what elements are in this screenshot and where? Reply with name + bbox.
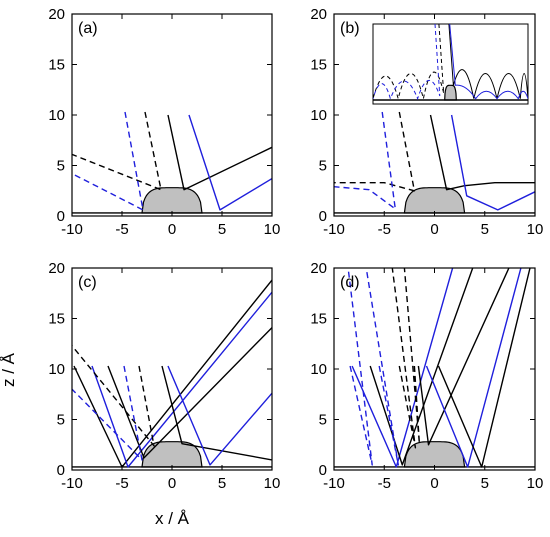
panel-d-trajectory-3 <box>417 268 510 446</box>
panel-c-trajectory-1 <box>73 279 272 468</box>
panel-d: -10 -5 0 5 10 0 5 10 15 20 (d) <box>310 260 543 492</box>
panel-d-x-tick-label: -10 <box>323 475 345 492</box>
panel-d-y-tick-label: 5 <box>319 412 327 429</box>
y-axis-title: z / Å <box>0 352 18 387</box>
panel-a-x-tick-label: 0 <box>168 221 176 238</box>
panel-a-plot-area <box>72 111 272 214</box>
panel-a-x-tick-label: -10 <box>61 221 83 238</box>
panel-d-trajectory-2 <box>369 268 474 466</box>
panel-d-trajectory-9 <box>403 268 421 445</box>
panel-a-x-tick-label: 10 <box>264 221 281 238</box>
panel-c: -10 -5 0 5 10 0 5 10 15 20 (c) <box>48 260 280 492</box>
panel-c-trajectory-2 <box>91 291 272 468</box>
panel-b-trajectory-1 <box>429 114 535 191</box>
panel-c-y-tick-label: 20 <box>48 260 65 277</box>
panel-c-x-tick-label: 0 <box>168 475 176 492</box>
panel-b: -10 -5 0 5 10 0 5 10 15 20 (b) <box>310 6 543 238</box>
panel-b-trajectory-2 <box>450 114 535 211</box>
panel-d-y-tick-label: 20 <box>310 260 327 277</box>
panel-b-inset-bump <box>444 84 457 101</box>
panel-d-x-tick-label: 5 <box>481 475 489 492</box>
panel-b-x-tick-label: 10 <box>527 221 544 238</box>
panel-c-plot-area <box>72 279 272 468</box>
panel-b-trajectory-4 <box>334 111 396 210</box>
panel-d-x-tick-label: 0 <box>430 475 438 492</box>
panel-d-label: (d) <box>340 274 360 291</box>
panel-c-x-tick-label: 5 <box>218 475 226 492</box>
panel-b-inset-plot-area <box>373 24 528 101</box>
panel-b-inset-trajectory-2 <box>449 24 528 100</box>
panel-b-x-tick-label: 5 <box>481 221 489 238</box>
panel-a-y-tick-label: 0 <box>57 208 65 225</box>
panel-d-trajectory-4 <box>425 268 522 468</box>
panel-d-trajectory-1 <box>351 268 454 468</box>
panel-b-label: (b) <box>340 20 360 37</box>
panel-d-plot-area <box>334 268 535 468</box>
panel-a-y-tick-label: 5 <box>57 158 65 175</box>
panel-c-y-tick-label: 15 <box>48 311 65 328</box>
panel-a-trajectory-4 <box>72 111 144 211</box>
panel-c-trajectory-5 <box>167 365 272 466</box>
panel-c-y-tick-label: 10 <box>48 361 65 378</box>
panel-b-y-tick-label: 0 <box>319 208 327 225</box>
panel-a-bump <box>141 187 203 214</box>
panel-a-y-tick-label: 10 <box>48 107 65 124</box>
panel-c-frame <box>71 267 273 471</box>
panel-c-trajectory-4 <box>161 365 272 461</box>
panel-a-trajectory-3 <box>72 111 162 191</box>
panel-d-y-tick-label: 10 <box>310 361 327 378</box>
panel-d-x-tick-label: 10 <box>527 475 544 492</box>
panel-b-x-tick-label: -10 <box>323 221 345 238</box>
panel-a-trajectory-2 <box>188 114 272 211</box>
panel-d-y-tick-label: 15 <box>310 311 327 328</box>
panel-b-y-tick-label: 5 <box>319 158 327 175</box>
panel-a-frame <box>71 13 273 217</box>
panel-b-y-tick-label: 10 <box>310 107 327 124</box>
panel-a-trajectory-1 <box>167 114 272 191</box>
x-axis-title: x / Å <box>155 509 190 528</box>
panel-b-y-tick-label: 20 <box>310 6 327 23</box>
panel-c-x-tick-label: -5 <box>115 475 128 492</box>
panel-d-trajectory-6 <box>391 268 417 449</box>
panel-d-trajectory-7 <box>365 268 399 466</box>
panel-a: -10 -5 0 5 10 0 5 10 15 20 (a) <box>48 6 280 238</box>
panel-d-bump <box>403 441 466 468</box>
panel-b-x-tick-label: -5 <box>378 221 391 238</box>
panel-d-trajectory-5 <box>437 268 531 468</box>
panel-d-y-tick-label: 0 <box>319 462 327 479</box>
panel-b-y-tick-label: 15 <box>310 57 327 74</box>
panel-d-x-tick-label: -5 <box>378 475 391 492</box>
panel-c-trajectory-6 <box>72 345 155 447</box>
panel-b-x-tick-label: 0 <box>430 221 438 238</box>
panel-b-inset-trajectory-4 <box>373 24 441 101</box>
panel-c-x-tick-label: -10 <box>61 475 83 492</box>
panel-c-label: (c) <box>78 274 97 291</box>
panel-d-trajectory-8 <box>347 268 373 466</box>
panel-b-bump <box>403 187 466 214</box>
panel-b-inset <box>372 23 529 105</box>
panel-c-trajectory-7 <box>72 365 143 461</box>
panel-b-plot-area <box>334 111 535 214</box>
panel-a-x-tick-label: 5 <box>218 221 226 238</box>
panel-c-trajectory-3 <box>107 327 272 459</box>
panel-b-inset-trajectory-3 <box>373 24 445 101</box>
panel-c-x-tick-label: 10 <box>264 475 281 492</box>
panel-a-y-tick-label: 15 <box>48 57 65 74</box>
panel-c-y-tick-label: 5 <box>57 412 65 429</box>
panel-b-trajectory-3 <box>334 111 416 192</box>
panel-a-label: (a) <box>78 20 98 37</box>
panel-a-y-tick-label: 20 <box>48 6 65 23</box>
panel-c-y-tick-label: 0 <box>57 462 65 479</box>
panel-a-x-tick-label: -5 <box>115 221 128 238</box>
